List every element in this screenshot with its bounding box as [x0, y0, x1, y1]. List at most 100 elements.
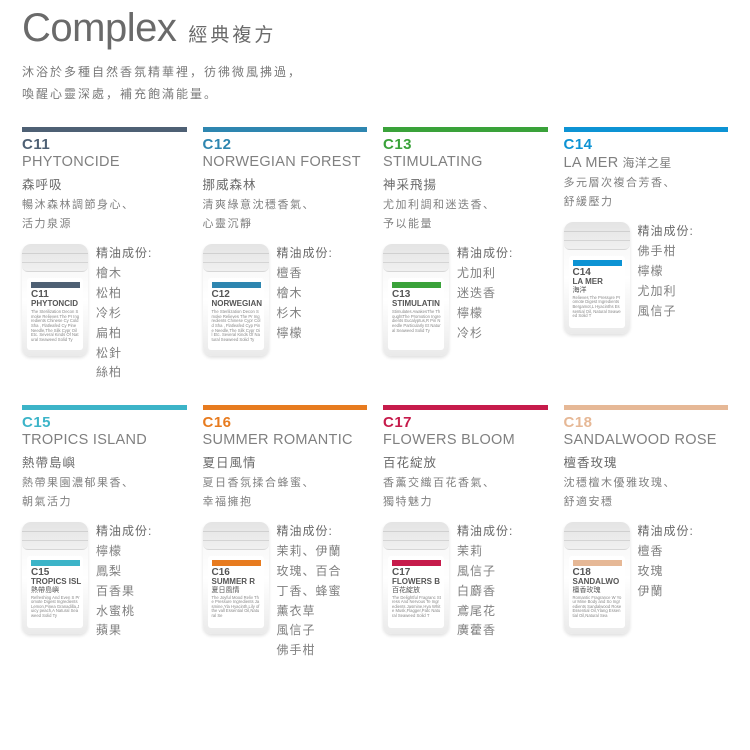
bottle-label-name: TROPICS ISL	[31, 578, 80, 587]
bottle-label-name: STIMULATIN	[392, 300, 441, 309]
bottle-label: C16 SUMMER R 夏日風情 The Joyful Mood Reliv …	[208, 556, 264, 628]
product-description: 夏日香氛揉合蜂蜜、幸福擁抱	[203, 474, 368, 512]
product-card: C16 SUMMER ROMANTIC 夏日風情 夏日香氛揉合蜂蜜、幸福擁抱 C…	[203, 405, 368, 661]
product-body: C13 STIMULATIN Stimulates AwakesThe Thou…	[383, 244, 548, 356]
accent-bar	[383, 405, 548, 410]
bottle-label-bar	[212, 282, 261, 288]
product-name-zh: 神采飛揚	[383, 174, 548, 193]
product-description: 沈穩檀木優雅玫瑰、舒適安穩	[564, 474, 729, 512]
bottle-label: C17 FLOWERS B 百花綻放 The Delightful Fragra…	[388, 556, 444, 628]
ingredient-block: 精油成份: 尤加利迷迭香檸檬冷杉	[457, 244, 548, 356]
bottle-label-name: LA MER	[573, 278, 622, 287]
ingredient-block: 精油成份: 檜木松柏冷杉扁柏松針絲柏	[96, 244, 187, 383]
bottle-label-fineprint: The Sterilization Decon Smoke Relieves T…	[212, 310, 261, 342]
title-row: Complex 經典複方	[22, 6, 728, 51]
bottle-label-bar	[31, 560, 80, 566]
bottle-cap	[203, 522, 269, 550]
bottle-icon: C12 NORWEGIAN The Sterilization Decon Sm…	[203, 244, 269, 356]
accent-bar	[22, 405, 187, 410]
ingredient-title: 精油成份:	[277, 522, 368, 539]
product-name-en: SUMMER ROMANTIC	[203, 432, 368, 448]
product-code: C17	[383, 414, 548, 431]
ingredient-list: 檀香檜木杉木檸檬	[277, 264, 368, 343]
ingredient-block: 精油成份: 檀香檜木杉木檸檬	[277, 244, 368, 356]
bottle-label-bar	[31, 282, 80, 288]
bottle-label-fineprint: The Joyful Mood Reliv The Pressure Ingre…	[212, 596, 261, 619]
accent-bar	[203, 127, 368, 132]
ingredient-title: 精油成份:	[96, 522, 187, 539]
product-name-zh: 檀香玫瑰	[564, 452, 729, 471]
bottle-cap	[383, 244, 449, 272]
accent-bar	[564, 127, 729, 132]
product-name-en: LA MER海洋之星	[564, 154, 729, 171]
subtitle-line-1: 沐浴於多種自然香氛精華裡，彷彿微風拂過，	[22, 61, 728, 83]
bottle-label-name: SANDALWO	[573, 578, 622, 587]
accent-bar	[383, 127, 548, 132]
ingredient-title: 精油成份:	[457, 244, 548, 261]
product-body: C15 TROPICS ISL 熱帶島嶼 Refreshing And Even…	[22, 522, 187, 641]
product-body: C12 NORWEGIAN The Sterilization Decon Sm…	[203, 244, 368, 356]
product-code: C13	[383, 136, 548, 153]
bottle-label-zh: 海洋	[573, 287, 622, 295]
product-description: 香薰交織百花香氣、獨特魅力	[383, 474, 548, 512]
bottle-label-zh: 檀香玫瑰	[573, 587, 622, 595]
bottle-label-zh: 熱帶島嶼	[31, 587, 80, 595]
product-name-zh: 夏日風情	[203, 452, 368, 471]
bottle-label-bar	[573, 560, 622, 566]
product-name-en: STIMULATING	[383, 154, 548, 170]
bottle-cap	[564, 222, 630, 250]
bottle-label-fineprint: Relieves The Pressure Promote Digest Ing…	[573, 296, 622, 319]
bottle-icon: C11 PHYTONCID The Sterilization Decon Sm…	[22, 244, 88, 356]
bottle-label-fineprint: Stimulates AwakesThe ThoughtThe Promotio…	[392, 310, 441, 333]
product-description: 清爽綠意沈穩香氣、心靈沉靜	[203, 196, 368, 234]
subtitle: 沐浴於多種自然香氛精華裡，彷彿微風拂過， 喚醒心靈深處，補充飽滿能量。	[22, 61, 728, 105]
ingredient-title: 精油成份:	[96, 244, 187, 261]
ingredient-title: 精油成份:	[638, 522, 729, 539]
ingredient-title: 精油成份:	[277, 244, 368, 261]
bottle-cap	[203, 244, 269, 272]
bottle-cap	[22, 244, 88, 272]
bottle-label-name: PHYTONCID	[31, 300, 80, 309]
product-name-zh: 挪威森林	[203, 174, 368, 193]
bottle-label-bar	[212, 560, 261, 566]
ingredient-block: 精油成份: 茉莉風信子白麝香鳶尾花廣藿香	[457, 522, 548, 641]
bottle-icon: C18 SANDALWO 檀香玫瑰 Romantic Fragrance W Y…	[564, 522, 630, 634]
ingredient-list: 檀香玫瑰伊蘭	[638, 542, 729, 601]
bottle-cap	[564, 522, 630, 550]
bottle-label-bar	[392, 282, 441, 288]
bottle-label: C15 TROPICS ISL 熱帶島嶼 Refreshing And Even…	[27, 556, 83, 628]
bottle-icon: C13 STIMULATIN Stimulates AwakesThe Thou…	[383, 244, 449, 356]
product-name-zh-extra: 海洋之星	[623, 156, 672, 170]
product-body: C18 SANDALWO 檀香玫瑰 Romantic Fragrance W Y…	[564, 522, 729, 634]
title-chinese: 經典複方	[188, 20, 276, 47]
ingredient-list: 茉莉風信子白麝香鳶尾花廣藿香	[457, 542, 548, 641]
product-card: C13 STIMULATING 神采飛揚 尤加利調和迷迭香、予以能量 C13 S…	[383, 127, 548, 383]
product-description: 暢沐森林調節身心、活力泉源	[22, 196, 187, 234]
ingredient-list: 檜木松柏冷杉扁柏松針絲柏	[96, 264, 187, 383]
subtitle-line-2: 喚醒心靈深處，補充飽滿能量。	[22, 83, 728, 105]
product-code: C16	[203, 414, 368, 431]
product-description: 熱帶果園濃郁果香、朝氣活力	[22, 474, 187, 512]
ingredient-block: 精油成份: 檀香玫瑰伊蘭	[638, 522, 729, 634]
bottle-label-bar	[573, 260, 622, 266]
ingredient-list: 尤加利迷迭香檸檬冷杉	[457, 264, 548, 343]
product-name-en: TROPICS ISLAND	[22, 432, 187, 448]
header: Complex 經典複方 沐浴於多種自然香氛精華裡，彷彿微風拂過， 喚醒心靈深處…	[22, 6, 728, 105]
product-body: C11 PHYTONCID The Sterilization Decon Sm…	[22, 244, 187, 383]
product-grid: C11 PHYTONCIDE 森呼吸 暢沐森林調節身心、活力泉源 C11 PHY…	[22, 127, 728, 661]
bottle-label: C14 LA MER 海洋 Relieves The Pressure Prom…	[569, 256, 625, 328]
bottle-icon: C14 LA MER 海洋 Relieves The Pressure Prom…	[564, 222, 630, 334]
product-card: C17 FLOWERS BLOOM 百花綻放 香薰交織百花香氣、獨特魅力 C17…	[383, 405, 548, 661]
bottle-cap	[383, 522, 449, 550]
product-name-zh: 森呼吸	[22, 174, 187, 193]
product-card: C15 TROPICS ISLAND 熱帶島嶼 熱帶果園濃郁果香、朝氣活力 C1…	[22, 405, 187, 661]
bottle-label-fineprint: The Sterilization Decon Smoke Relieves T…	[31, 310, 80, 342]
product-card: C11 PHYTONCIDE 森呼吸 暢沐森林調節身心、活力泉源 C11 PHY…	[22, 127, 187, 383]
product-body: C16 SUMMER R 夏日風情 The Joyful Mood Reliv …	[203, 522, 368, 661]
bottle-label-fineprint: The Delightful Fragranc Stress And Nervo…	[392, 596, 441, 619]
ingredient-list: 佛手柑檸檬尤加利風信子	[638, 242, 729, 321]
accent-bar	[203, 405, 368, 410]
bottle-label-name: SUMMER R	[212, 578, 261, 587]
bottle-label-fineprint: Refreshing And Even S Promote Digest Ing…	[31, 596, 80, 619]
title-english: Complex	[22, 6, 176, 51]
